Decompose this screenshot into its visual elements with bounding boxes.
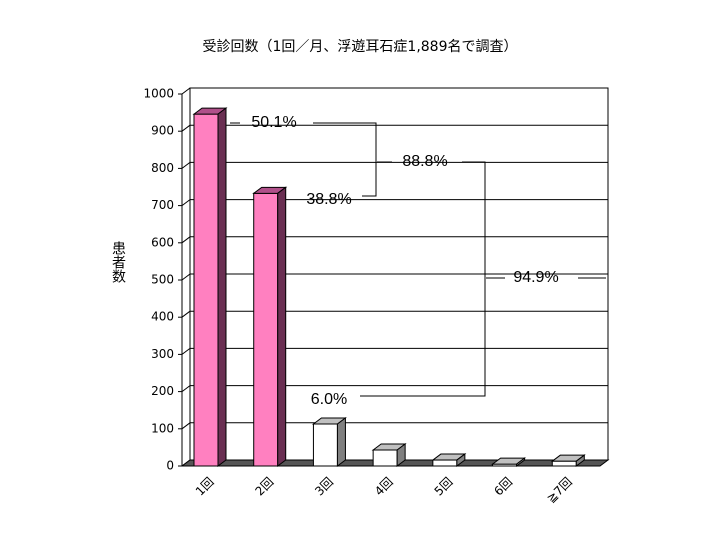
y-tick-label: 0 — [166, 459, 174, 473]
bar-front — [312, 423, 338, 467]
bar — [192, 107, 228, 467]
bar-side — [516, 457, 526, 467]
bar — [491, 457, 527, 467]
bar-side — [575, 454, 585, 467]
bar-front — [193, 113, 219, 467]
y-tick-label: 600 — [151, 235, 174, 249]
bar-side — [277, 186, 287, 467]
y-tick-label: 1000 — [143, 87, 174, 101]
bar-side — [456, 453, 466, 467]
bar — [550, 454, 586, 467]
grid-line — [181, 161, 191, 169]
y-tick-label: 800 — [151, 161, 174, 175]
annotation: 38.8% — [306, 191, 351, 208]
grid-line — [181, 310, 191, 318]
bar — [431, 453, 467, 467]
bar-front — [372, 449, 398, 467]
grid-line — [181, 124, 191, 132]
x-tick-label: 3回 — [312, 475, 336, 499]
y-tick-label: 700 — [151, 198, 174, 212]
bar — [311, 416, 347, 467]
grid-line — [181, 199, 191, 207]
bar — [252, 186, 288, 467]
bar-side — [396, 443, 406, 467]
y-tick-label: 200 — [151, 384, 174, 398]
x-tick-label: 4回 — [372, 475, 396, 499]
bar-side — [336, 416, 346, 467]
annotation: 6.0% — [311, 391, 347, 408]
grid-line — [181, 347, 191, 355]
grid-line — [181, 87, 191, 95]
bar-side — [217, 107, 227, 467]
y-tick-label: 500 — [151, 273, 174, 287]
chart-title: 受診回数（1回／月、浮遊耳石症1,889名で調査） — [203, 39, 518, 55]
annotation: 50.1% — [251, 114, 296, 131]
grid-line — [181, 236, 191, 244]
grid-line — [181, 273, 191, 281]
plot-area: 0 100 200 300 400 500 600 700 800 900 1000 1回 2回 3回 4回… — [143, 87, 610, 506]
y-tick-label: 300 — [151, 347, 174, 361]
grid-line — [181, 422, 191, 430]
x-tick-label: 1回 — [193, 475, 217, 499]
bar — [371, 443, 407, 467]
x-tick-label: 6回 — [491, 475, 515, 499]
bar-front — [253, 192, 279, 467]
x-tick-label: ≧7回 — [544, 475, 575, 506]
bar-front — [432, 459, 458, 467]
x-tick-label: 2回 — [253, 475, 277, 499]
y-tick-label: 900 — [151, 124, 174, 138]
bracket — [360, 161, 486, 397]
grid-line — [181, 385, 191, 393]
x-tick-label: 5回 — [432, 475, 456, 499]
y-axis-label: 患者数 — [110, 241, 126, 283]
annotation: 94.9% — [513, 269, 558, 286]
annotation: 88.8% — [402, 153, 447, 170]
bracket — [313, 122, 377, 197]
bar-front — [551, 460, 577, 467]
y-tick-label: 100 — [151, 421, 174, 435]
y-tick-label: 400 — [151, 310, 174, 324]
brackets — [230, 122, 606, 397]
